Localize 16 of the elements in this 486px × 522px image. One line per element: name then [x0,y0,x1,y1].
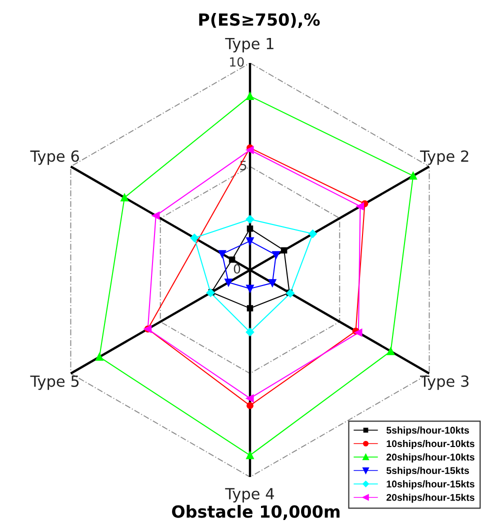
spoke-label: Type 4 [225,488,274,502]
y-tick-label: 10 [230,57,244,67]
spoke-label: Type 5 [30,376,79,390]
spoke-label: Type 3 [420,375,469,390]
legend-label: 5ships/hour-10kts [386,426,469,436]
spoke-label: Type 6 [30,150,79,165]
y-tick-label: 0 [234,264,240,274]
legend-label: 5ships/hour-15kts [386,466,469,476]
legend-label: 10ships/hour-10kts [386,440,474,450]
spoke-label: Type 2 [420,150,468,165]
text: Obstacle 10,000m [172,504,340,520]
legend-label: 20ships/hour-15kts [386,494,474,503]
chart-title: P(ES≥750),% [199,12,320,28]
legend-label: 20ships/hour-10kts [386,453,474,462]
legend-label: 10ships/hour-15kts [386,480,474,490]
spoke-label: Type 1 [225,38,274,52]
